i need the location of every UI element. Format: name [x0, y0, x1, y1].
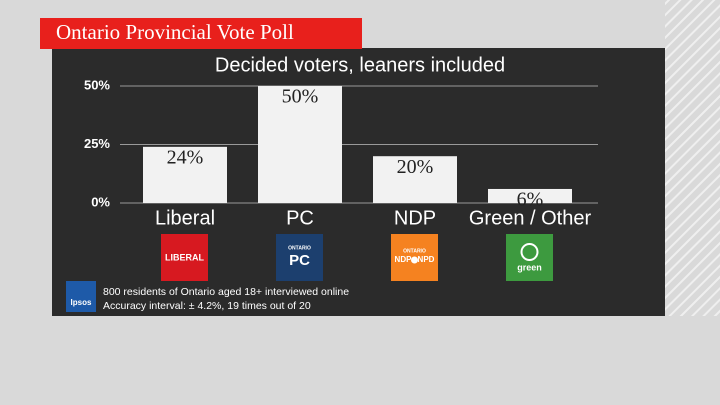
- x-tick-label: Green / Other: [469, 207, 592, 229]
- logo-text: LIBERAL: [165, 252, 204, 262]
- bar: [373, 156, 457, 203]
- bar: [143, 146, 227, 203]
- logo-text: NPD: [418, 255, 435, 264]
- source-line: 800 residents of Ontario aged 18+ interv…: [103, 286, 349, 298]
- logo-text: PC: [289, 252, 310, 269]
- ipsos-logo: [66, 281, 96, 312]
- logo-text: green: [517, 262, 542, 272]
- x-tick-label: Liberal: [155, 207, 215, 229]
- value-label: 6%: [517, 189, 544, 211]
- x-tick-label: PC: [286, 207, 314, 229]
- y-tick-label: 0%: [91, 194, 110, 209]
- logo-mark: [411, 256, 418, 264]
- hatch: [665, 0, 720, 316]
- logo-mark: [520, 243, 539, 261]
- value-label: 20%: [397, 156, 434, 178]
- plot: 0% 25% 50% 24% Liberal 50% PC 20% NDP 6%Green / O…: [84, 77, 598, 229]
- banner-text: Ontario Provincial Vote Poll: [56, 20, 294, 44]
- logos: LIBERAL ONTARIO PC ONTARIO NDP NPD green: [161, 234, 553, 281]
- logo-text: NDP: [395, 255, 413, 264]
- logo-text: ONTARIO: [288, 245, 311, 251]
- y-tick-label: 25%: [84, 136, 110, 151]
- chart-title: Decided voters, leaners included: [215, 54, 505, 76]
- value-label: 24%: [167, 146, 204, 168]
- logo-pc: [276, 234, 323, 281]
- bar: [488, 188, 572, 203]
- ipsos-text: Ipsos: [71, 298, 92, 307]
- value-label: 50%: [282, 86, 319, 108]
- x-tick-label: NDP: [394, 207, 436, 229]
- banner: [40, 18, 362, 49]
- logo-text: ONTARIO: [403, 248, 426, 254]
- y-tick-label: 50%: [84, 77, 110, 92]
- source-line: Accuracy interval: ± 4.2%, 19 times out …: [103, 300, 311, 312]
- logo-liberal: [161, 234, 208, 281]
- bar: [258, 86, 342, 203]
- logo-green: [506, 234, 553, 281]
